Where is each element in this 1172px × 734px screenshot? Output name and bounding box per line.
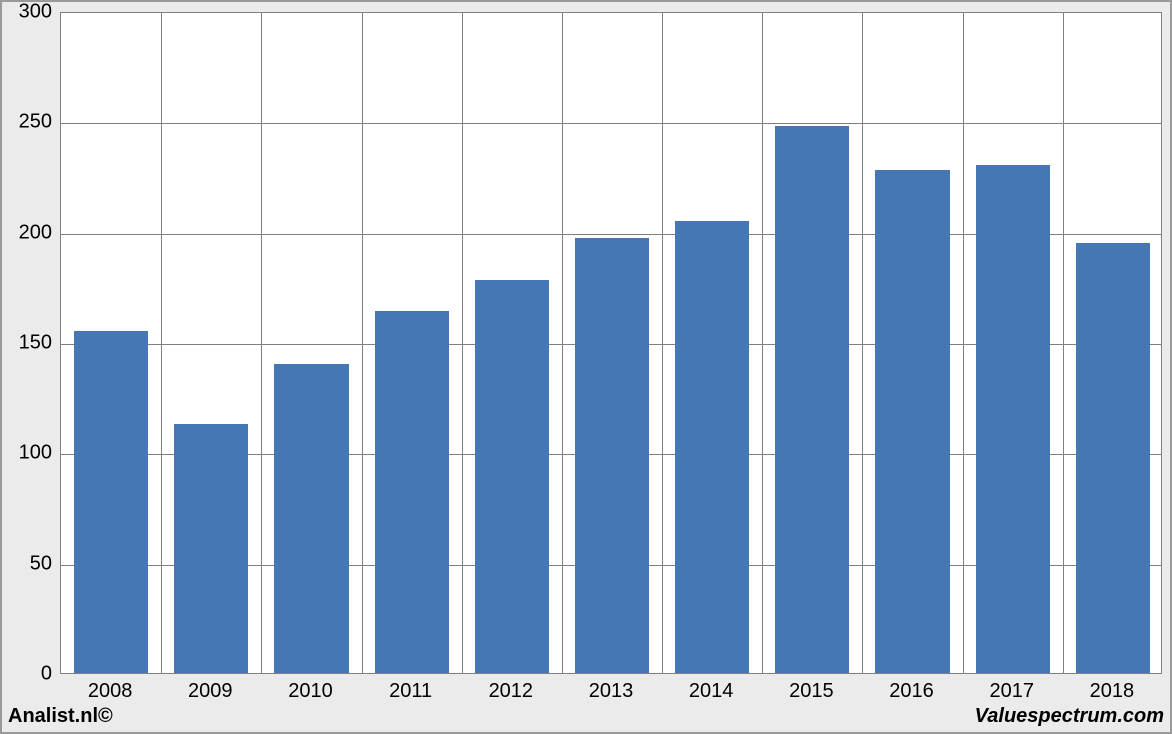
bar bbox=[775, 126, 849, 673]
bar bbox=[174, 424, 248, 673]
x-tick-label: 2015 bbox=[789, 680, 834, 703]
y-tick-label: 250 bbox=[2, 111, 52, 134]
gridline-vertical bbox=[963, 13, 964, 673]
gridline-vertical bbox=[562, 13, 563, 673]
x-tick-label: 2012 bbox=[489, 680, 534, 703]
x-tick-label: 2010 bbox=[288, 680, 333, 703]
gridline-horizontal bbox=[61, 123, 1161, 124]
y-tick-label: 100 bbox=[2, 442, 52, 465]
chart-frame: 0 50 100 150 200 250 300 2008 2009 2010 2011 2012 2… bbox=[0, 0, 1172, 734]
x-tick-label: 2009 bbox=[188, 680, 233, 703]
bar bbox=[1076, 243, 1150, 673]
x-tick-label: 2008 bbox=[88, 680, 133, 703]
gridline-vertical bbox=[261, 13, 262, 673]
x-tick-label: 2014 bbox=[689, 680, 734, 703]
bar bbox=[976, 165, 1050, 673]
gridline-vertical bbox=[662, 13, 663, 673]
gridline-vertical bbox=[161, 13, 162, 673]
bar bbox=[274, 364, 348, 673]
y-tick-label: 300 bbox=[2, 1, 52, 24]
bar bbox=[875, 170, 949, 673]
y-tick-label: 200 bbox=[2, 221, 52, 244]
bar bbox=[575, 238, 649, 673]
bar bbox=[675, 221, 749, 673]
gridline-vertical bbox=[462, 13, 463, 673]
x-tick-label: 2016 bbox=[889, 680, 934, 703]
x-tick-label: 2013 bbox=[589, 680, 634, 703]
gridline-vertical bbox=[362, 13, 363, 673]
plot-area bbox=[60, 12, 1162, 674]
x-tick-label: 2018 bbox=[1090, 680, 1135, 703]
footer-left-label: Analist.nl© bbox=[8, 705, 113, 728]
y-tick-label: 0 bbox=[2, 663, 52, 686]
x-tick-label: 2011 bbox=[389, 680, 432, 703]
y-tick-label: 50 bbox=[2, 552, 52, 575]
y-tick-label: 150 bbox=[2, 332, 52, 355]
x-tick-label: 2017 bbox=[989, 680, 1034, 703]
gridline-vertical bbox=[1063, 13, 1064, 673]
bar bbox=[475, 280, 549, 673]
bar bbox=[375, 311, 449, 673]
gridline-vertical bbox=[862, 13, 863, 673]
bar bbox=[74, 331, 148, 673]
footer-right-label: Valuespectrum.com bbox=[975, 705, 1164, 728]
gridline-vertical bbox=[762, 13, 763, 673]
